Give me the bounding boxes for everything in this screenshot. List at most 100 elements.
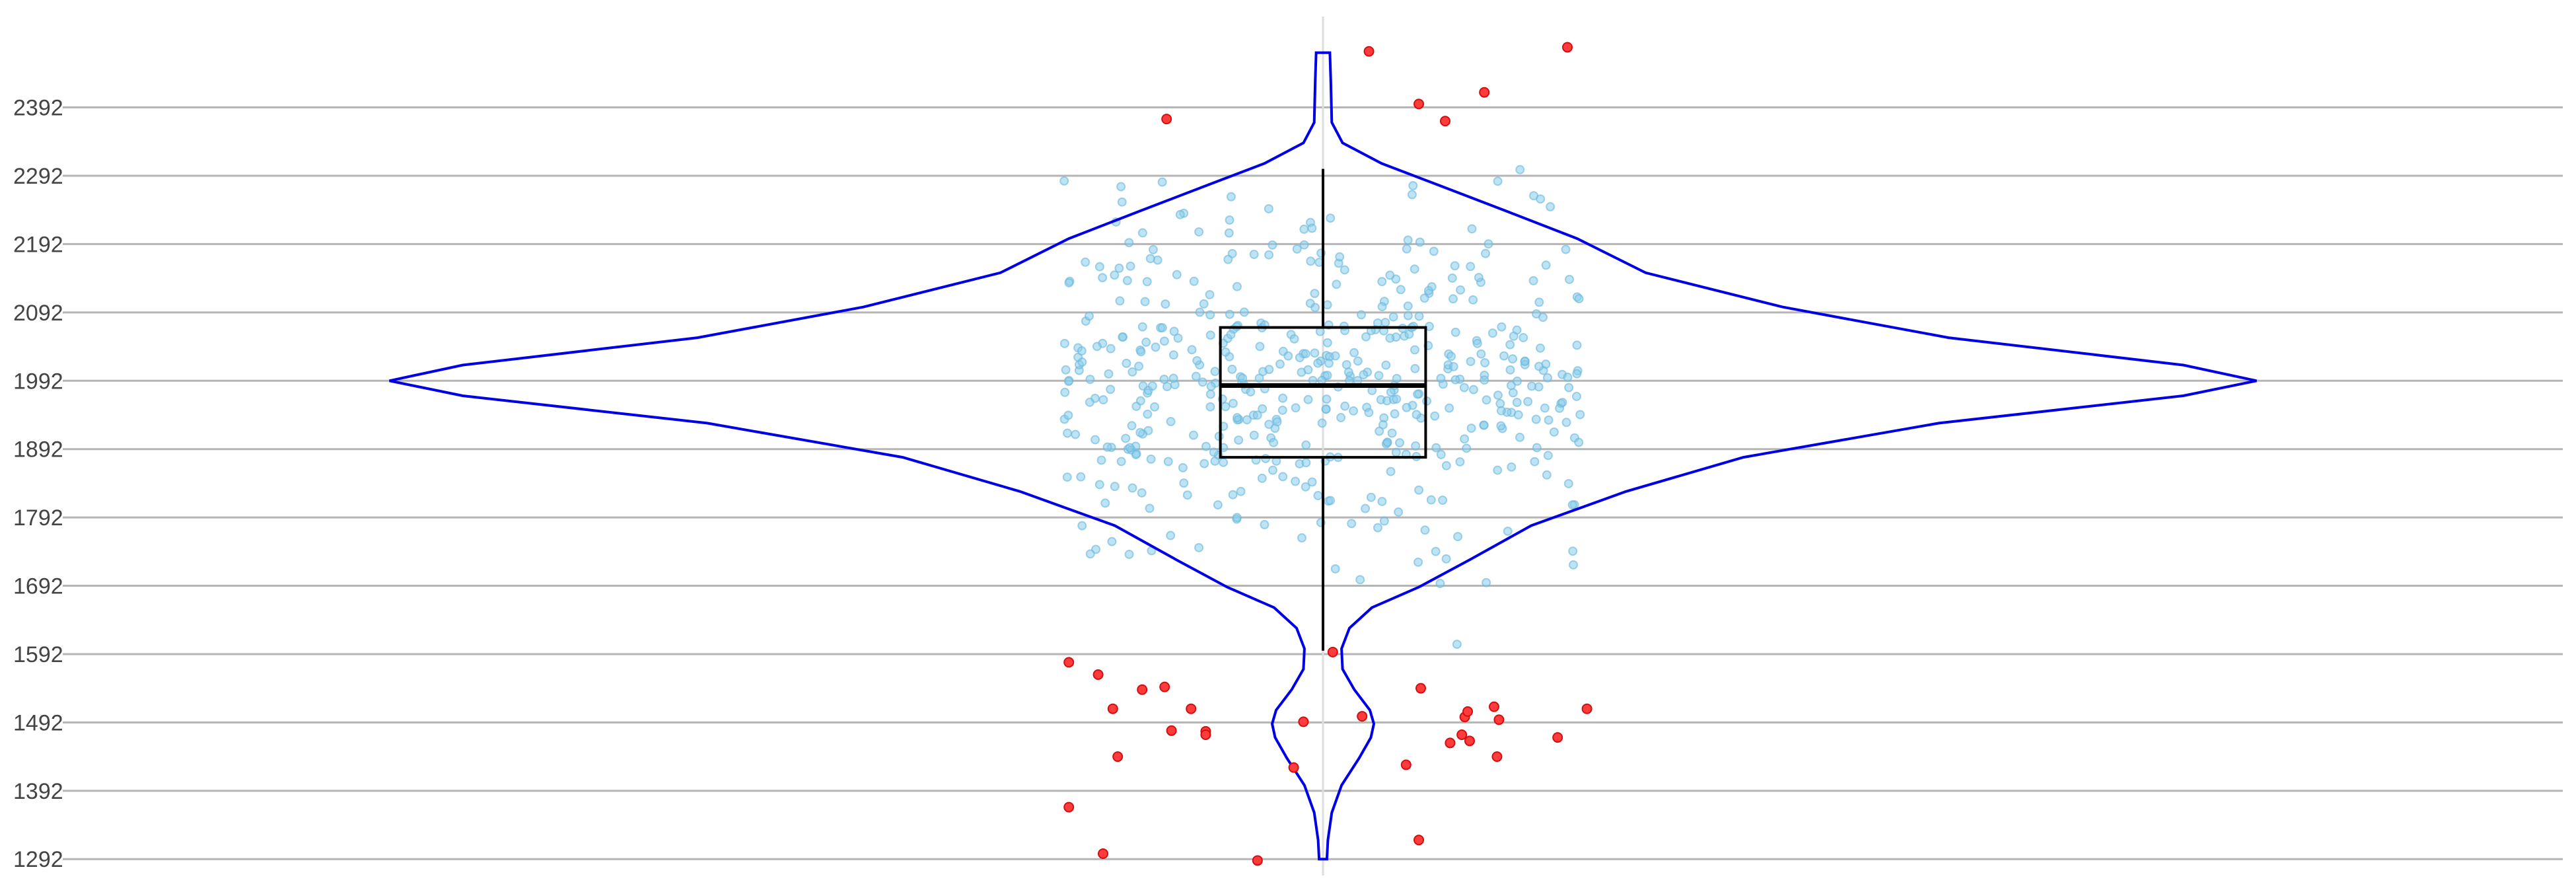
- inlier-point: [1388, 312, 1398, 322]
- inlier-point: [1310, 289, 1320, 299]
- inlier-point: [1402, 244, 1412, 254]
- inlier-point: [1519, 333, 1528, 343]
- inlier-point: [1479, 420, 1489, 430]
- inlier-point: [1278, 472, 1288, 482]
- inlier-point: [1116, 182, 1126, 192]
- inlier-point: [1063, 428, 1073, 438]
- inlier-point: [1408, 180, 1418, 190]
- inlier-point: [1092, 342, 1102, 352]
- outlier-point: [1327, 646, 1338, 657]
- inlier-point: [1258, 404, 1268, 414]
- inlier-point: [1403, 235, 1413, 245]
- outlier-point: [1107, 703, 1118, 714]
- inlier-point: [1415, 237, 1425, 247]
- inlier-point: [1574, 294, 1584, 304]
- inlier-point: [1116, 457, 1126, 466]
- inlier-point: [1402, 402, 1412, 412]
- inlier-point: [1085, 375, 1095, 385]
- y-tick-label-2192: 2192: [13, 232, 63, 257]
- inlier-point: [1301, 458, 1311, 468]
- boxplot: [1219, 168, 1427, 651]
- inlier-point: [1163, 457, 1173, 466]
- outlier-point: [1298, 716, 1309, 727]
- inlier-point: [1503, 526, 1513, 536]
- outlier-point: [1456, 729, 1468, 741]
- inlier-point: [1386, 466, 1396, 476]
- inlier-point: [1063, 377, 1073, 387]
- inlier-point: [1305, 299, 1315, 309]
- inlier-point: [1543, 451, 1553, 461]
- inlier-point: [1188, 430, 1198, 440]
- outlier-point: [1552, 732, 1563, 743]
- inlier-point: [1540, 403, 1550, 413]
- inlier-point: [1549, 427, 1559, 437]
- inlier-point: [1326, 496, 1336, 505]
- inlier-point: [1468, 385, 1478, 394]
- inlier-point: [1226, 192, 1236, 202]
- inlier-point: [1213, 500, 1223, 510]
- inlier-point: [1534, 297, 1544, 307]
- inlier-point: [1487, 328, 1497, 338]
- inlier-point: [1438, 496, 1448, 505]
- inlier-point: [1145, 254, 1155, 264]
- inlier-point: [1115, 296, 1125, 306]
- inlier-point: [1392, 394, 1402, 404]
- inlier-point: [1472, 338, 1482, 348]
- inlier-point: [1496, 406, 1506, 416]
- inlier-point: [1359, 370, 1369, 380]
- inlier-point: [1205, 310, 1215, 320]
- inlier-point: [1102, 442, 1112, 452]
- inlier-point: [1140, 297, 1150, 307]
- y-tick-label-1692: 1692: [13, 574, 63, 599]
- outlier-point: [1186, 703, 1197, 714]
- inlier-point: [1414, 311, 1424, 321]
- inlier-point: [1278, 393, 1288, 403]
- inlier-point: [1306, 256, 1316, 266]
- inlier-point: [1136, 347, 1146, 357]
- inlier-point: [1326, 213, 1336, 223]
- inlier-point: [1110, 482, 1120, 492]
- inlier-point: [1381, 360, 1391, 370]
- inlier-point: [1194, 227, 1204, 237]
- inlier-point: [1450, 261, 1460, 271]
- inlier-point: [1523, 396, 1533, 406]
- inlier-point: [1145, 503, 1155, 513]
- inlier-point: [1330, 351, 1340, 361]
- inlier-point: [1257, 473, 1267, 483]
- inlier-point: [1380, 318, 1390, 328]
- inlier-point: [1221, 402, 1231, 412]
- inlier-point: [1508, 354, 1518, 364]
- inlier-point: [1118, 332, 1127, 342]
- inlier-point: [1572, 369, 1582, 379]
- inlier-point: [1124, 549, 1134, 559]
- inlier-point: [1410, 264, 1419, 274]
- inlier-point: [1110, 270, 1120, 280]
- inlier-point: [1228, 398, 1238, 408]
- outlier-point: [1413, 835, 1425, 846]
- inlier-point: [1071, 429, 1081, 439]
- outlier-point: [1357, 711, 1368, 722]
- inlier-point: [1505, 340, 1515, 350]
- inlier-point: [1340, 265, 1349, 275]
- inlier-point: [1535, 343, 1545, 353]
- inlier-point: [1497, 322, 1507, 332]
- y-tick-label-1292: 1292: [13, 847, 63, 872]
- inlier-point: [1493, 390, 1503, 400]
- inlier-point: [1466, 357, 1476, 367]
- inlier-point: [1335, 252, 1345, 262]
- inlier-point: [1159, 336, 1169, 346]
- inlier-point: [1205, 389, 1215, 399]
- inlier-point: [1081, 257, 1091, 267]
- inlier-point: [1260, 520, 1270, 530]
- inlier-point: [1527, 381, 1537, 391]
- inlier-point: [1137, 228, 1147, 238]
- inlier-point: [1411, 441, 1421, 451]
- inlier-point: [1131, 450, 1141, 460]
- inlier-point: [1227, 364, 1237, 374]
- y-tick-label-1592: 1592: [13, 642, 63, 667]
- inlier-point: [1179, 478, 1189, 488]
- inlier-point: [1289, 334, 1299, 344]
- inlier-point: [1313, 491, 1323, 501]
- inlier-point: [1127, 483, 1137, 493]
- outlier-point: [1415, 683, 1426, 694]
